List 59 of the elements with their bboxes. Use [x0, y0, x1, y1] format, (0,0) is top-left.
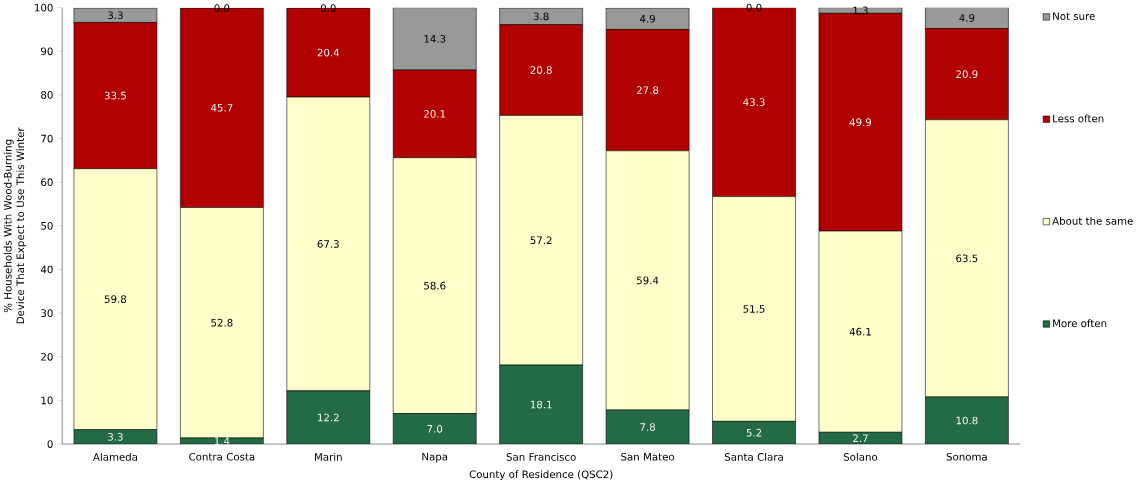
- data-label: 4.9: [959, 14, 975, 22]
- y-tick-label: 60: [41, 178, 53, 187]
- x-tick-label: Santa Clara: [724, 452, 783, 461]
- data-label: 59.8: [104, 295, 127, 304]
- data-label: 3.3: [108, 433, 123, 441]
- y-tick-label: 90: [41, 47, 53, 56]
- data-label: 3.8: [533, 12, 549, 21]
- data-label: 57.2: [530, 236, 552, 245]
- data-label: 2.7: [853, 434, 868, 442]
- y-tick-label: 50: [41, 222, 53, 230]
- data-label: 1.4: [214, 437, 230, 445]
- x-tick-label: Solano: [843, 452, 878, 461]
- data-label: 43.3: [743, 98, 765, 107]
- data-label: 5.2: [746, 428, 762, 437]
- y-tick-label: 20: [41, 352, 53, 361]
- data-label: 51.5: [743, 305, 765, 313]
- data-label: 46.1: [849, 327, 871, 336]
- x-tick-label: Marin: [315, 452, 342, 461]
- data-label: 59.4: [637, 276, 659, 285]
- data-label: 7.8: [640, 423, 655, 431]
- data-label: 20.4: [317, 48, 340, 57]
- data-label: 20.8: [530, 66, 552, 74]
- data-label: 12.2: [318, 413, 339, 422]
- data-label: 14.3: [424, 35, 446, 43]
- data-label: 58.6: [424, 281, 446, 290]
- x-tick-label: San Francisco: [506, 452, 576, 461]
- legend-label: Less often: [1053, 114, 1104, 123]
- data-label: 67.3: [317, 240, 339, 248]
- data-label: 10.8: [956, 416, 978, 425]
- legend-label: Not sure: [1053, 12, 1095, 21]
- data-label: 3.3: [108, 11, 123, 20]
- data-label: 4.9: [639, 14, 655, 23]
- x-tick-label: Sonoma: [946, 452, 987, 461]
- data-label: 52.8: [211, 318, 233, 327]
- y-tick-label: 10: [41, 396, 53, 405]
- data-label: 45.7: [211, 104, 233, 112]
- x-tick-label: Alameda: [93, 452, 138, 461]
- x-tick-label: Contra Costa: [189, 452, 255, 461]
- y-tick-label: 0: [47, 440, 53, 448]
- data-label: 33.5: [104, 91, 126, 100]
- legend-label: About the same: [1052, 216, 1133, 225]
- data-label: 27.8: [636, 86, 659, 95]
- legend-label: More often: [1053, 319, 1107, 328]
- x-tick-label: San Mateo: [621, 452, 675, 461]
- data-label: 63.5: [956, 254, 978, 263]
- x-tick-label: Napa: [422, 452, 448, 463]
- data-label: 20.9: [956, 70, 978, 79]
- data-label: 49.9: [849, 118, 872, 127]
- x-axis-title: County of Residence (QSC2): [469, 470, 613, 481]
- y-tick-label: 80: [41, 91, 53, 99]
- data-label: 20.1: [424, 110, 446, 118]
- y-axis-title: % Households With Wood-Burning Device That Expect to Use This Winter: [3, 127, 27, 324]
- y-tick-label: 40: [40, 265, 53, 274]
- data-label: 7.0: [427, 424, 443, 433]
- y-tick-label: 100: [35, 3, 53, 12]
- data-label: 18.1: [530, 400, 552, 409]
- y-tick-label: 70: [41, 134, 53, 143]
- data-label: 1.3: [853, 6, 868, 15]
- y-tick-label: 30: [41, 309, 53, 318]
